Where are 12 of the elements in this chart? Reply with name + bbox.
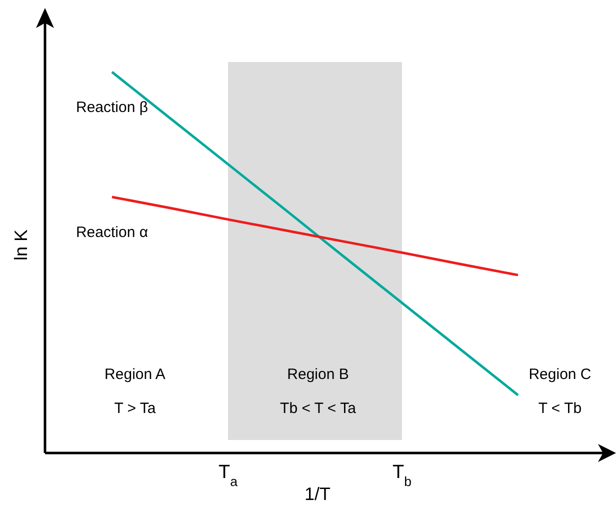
annotation: Tb < T < Ta bbox=[280, 400, 357, 417]
annotation: T < Tb bbox=[538, 400, 582, 417]
x-tick-label: T$_{a}$ bbox=[218, 462, 238, 488]
series-label: Reaction α bbox=[76, 224, 148, 241]
annotation: T > Ta bbox=[114, 400, 156, 417]
x-axis-title: 1/T bbox=[304, 484, 331, 504]
y-axis-title: ln K bbox=[11, 229, 31, 261]
annotation: Region C bbox=[528, 366, 592, 383]
x-tick-label: T$_{b}$ bbox=[392, 462, 412, 488]
annotation: Region B bbox=[287, 366, 349, 383]
series-label: Reaction β bbox=[76, 99, 148, 116]
annotation: Region A bbox=[104, 366, 166, 383]
